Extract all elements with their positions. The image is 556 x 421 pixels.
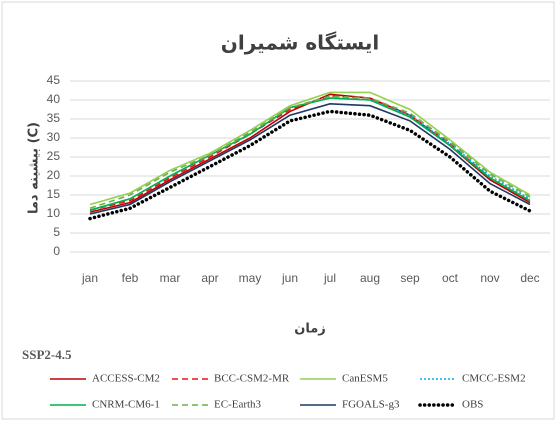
legend-label: CNRM-CM6-1 <box>92 399 160 411</box>
y-tick-label: 0 <box>53 244 60 258</box>
legend-label: ACCESS-CM2 <box>92 373 160 385</box>
x-axis-label: زمان <box>294 322 326 337</box>
y-axis-label: بیشینه دما (C) <box>27 122 42 214</box>
x-tick-label: mar <box>160 271 181 285</box>
series-line <box>89 102 531 215</box>
x-tick-label: jul <box>323 271 336 285</box>
y-tick-label: 35 <box>47 111 61 125</box>
series-line <box>89 97 531 211</box>
x-tick-label: aug <box>360 271 380 285</box>
legend-label: CMCC-ESM2 <box>462 373 526 385</box>
legend-label: FGOALS-g3 <box>342 399 400 411</box>
x-tick-label: sep <box>400 271 420 285</box>
y-tick-label: 20 <box>47 168 61 182</box>
series-line <box>88 109 532 221</box>
y-tick-label: 5 <box>53 225 60 239</box>
x-tick-label: dec <box>520 271 539 285</box>
x-tick-label: apr <box>201 271 218 285</box>
y-tick-label: 45 <box>47 73 61 87</box>
legend-label: BCC-CSM2-MR <box>214 373 290 385</box>
x-tick-label: nov <box>480 271 499 285</box>
series-line <box>89 91 531 206</box>
y-tick-label: 40 <box>47 92 61 106</box>
y-tick-label: 30 <box>47 130 61 144</box>
legend-label: OBS <box>462 399 483 411</box>
y-tick-label: 25 <box>47 149 61 163</box>
x-tick-label: may <box>239 271 262 285</box>
x-tick-label: jun <box>281 271 298 285</box>
legend-label: CanESM5 <box>342 373 388 385</box>
y-tick-label: 15 <box>47 187 61 201</box>
series-line <box>89 95 531 210</box>
x-tick-label: oct <box>442 271 459 285</box>
x-tick-label: feb <box>122 271 139 285</box>
x-tick-label: jan <box>81 271 98 285</box>
chart-title: ایستگاه شمیران <box>221 31 379 55</box>
annotation: SSP2-4.5 <box>22 347 72 362</box>
legend-label: EC-Earth3 <box>214 399 262 411</box>
y-tick-label: 10 <box>47 206 61 220</box>
